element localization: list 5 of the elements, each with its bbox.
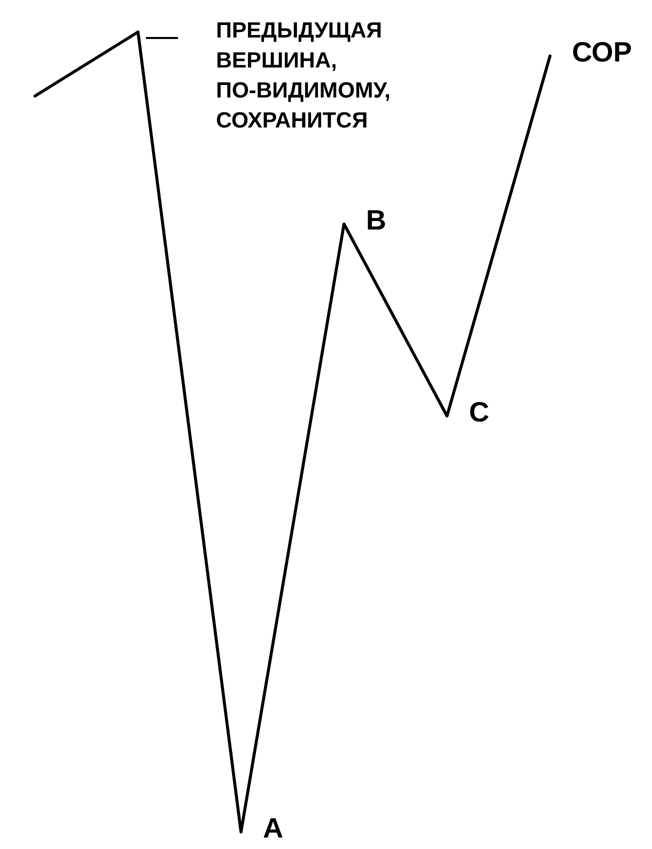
annotation: ПРЕДЫДУЩАЯ ВЕРШИНА, ПО-ВИДИМОМУ, СОХРАНИТСЯ [216,18,391,132]
annotation: C [469,396,490,428]
annotation: СОР [572,36,632,68]
annotation: B [366,204,386,236]
annotation: A [263,812,284,844]
